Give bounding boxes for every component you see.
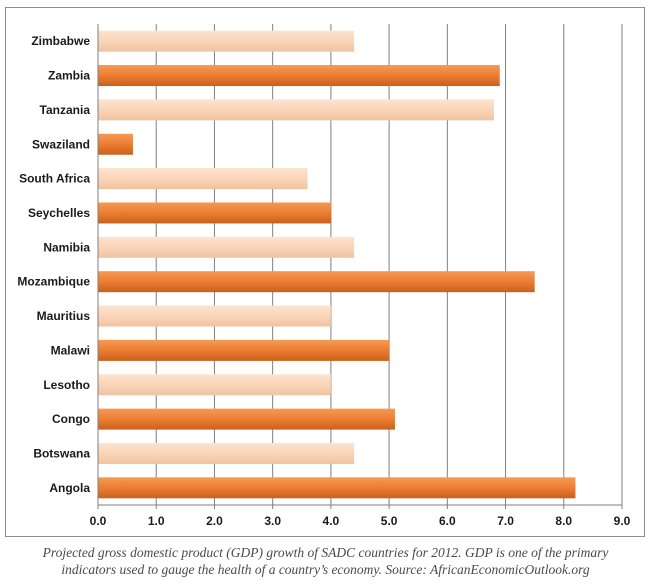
category-label-malawi: Malawi <box>51 343 90 357</box>
category-label-mauritius: Mauritius <box>37 309 91 323</box>
bar-swaziland <box>98 133 133 155</box>
category-label-south-africa: South Africa <box>19 172 90 186</box>
x-tick-label: 0.0 <box>90 514 107 528</box>
category-label-lesotho: Lesotho <box>43 378 90 392</box>
caption-line-1: Projected gross domestic product (GDP) g… <box>42 545 609 560</box>
bar-tanzania <box>98 99 494 121</box>
bar-mauritius <box>98 305 331 327</box>
category-label-congo: Congo <box>52 412 90 426</box>
x-tick-label: 9.0 <box>614 514 631 528</box>
gridlines <box>155 24 623 505</box>
x-tick-label: 4.0 <box>323 514 340 528</box>
category-label-zambia: Zambia <box>48 69 90 83</box>
bar-zambia <box>98 65 500 87</box>
bar-seychelles <box>98 202 331 224</box>
gdp-bar-chart: 0.0 1.0 2.0 3.0 4.0 5.0 6.0 7.0 8.0 9.0 Zimbabwe Za… <box>17 24 631 528</box>
bars <box>98 30 576 499</box>
axes <box>97 24 623 509</box>
bar-lesotho <box>98 374 331 396</box>
x-tick-label: 3.0 <box>264 514 281 528</box>
bar-congo <box>98 408 395 430</box>
category-label-seychelles: Seychelles <box>28 206 90 220</box>
category-label-botswana: Botswana <box>33 446 90 460</box>
x-tick-label: 2.0 <box>206 514 223 528</box>
bar-namibia <box>98 236 355 258</box>
labels: 0.0 1.0 2.0 3.0 4.0 5.0 6.0 7.0 8.0 9.0 Zimbabwe Za… <box>17 34 630 528</box>
bar-mozambique <box>98 271 535 293</box>
category-label-zimbabwe: Zimbabwe <box>31 34 90 48</box>
bar-south-africa <box>98 168 308 190</box>
x-tick-label: 6.0 <box>439 514 456 528</box>
x-tick-label: 8.0 <box>555 514 572 528</box>
bar-angola <box>98 477 576 499</box>
bar-botswana <box>98 442 355 464</box>
x-tick-label: 7.0 <box>497 514 514 528</box>
bar-zimbabwe <box>98 30 355 52</box>
category-label-namibia: Namibia <box>43 240 90 254</box>
category-label-mozambique: Mozambique <box>17 275 90 289</box>
figure-caption: Projected gross domestic product (GDP) g… <box>0 544 651 578</box>
category-label-tanzania: Tanzania <box>40 103 91 117</box>
x-tick-label: 1.0 <box>148 514 165 528</box>
bar-malawi <box>98 339 390 361</box>
category-label-angola: Angola <box>49 481 90 495</box>
caption-line-2: indicators used to gauge the health of a… <box>61 562 590 577</box>
category-label-swaziland: Swaziland <box>32 137 90 151</box>
x-tick-label: 5.0 <box>381 514 398 528</box>
chart-frame: 0.0 1.0 2.0 3.0 4.0 5.0 6.0 7.0 8.0 9.0 Zimbabwe Za… <box>5 7 645 537</box>
